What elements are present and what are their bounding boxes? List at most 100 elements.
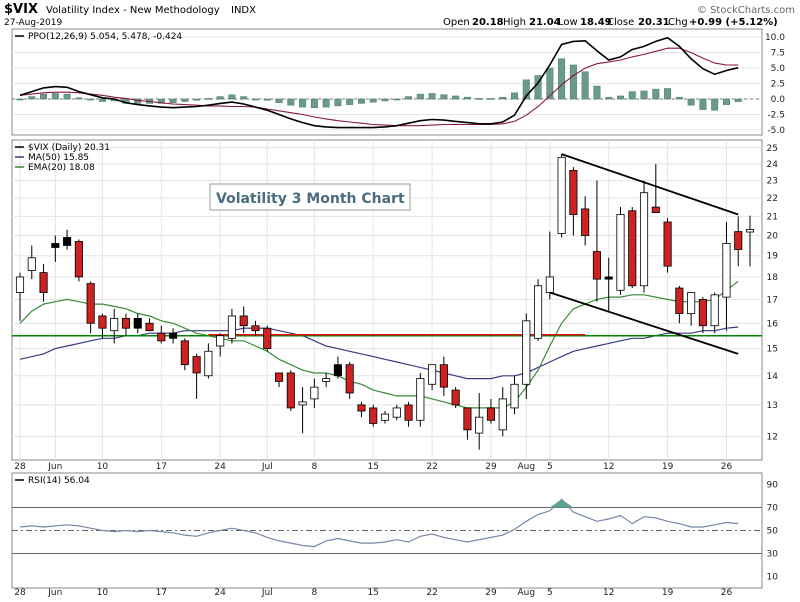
price-y-tick-label: 16 <box>767 319 779 329</box>
candle-body <box>63 237 72 246</box>
annotation-text: Volatility 3 Month Chart <box>216 191 405 207</box>
ppo-histogram-bar <box>322 98 330 108</box>
x-tick-label-bottom: 17 <box>156 588 167 598</box>
price-y-tick-label: 13 <box>767 401 778 411</box>
ppo-histogram-bar <box>28 96 36 100</box>
price-panel-frame <box>11 139 763 461</box>
rsi-line <box>19 498 739 548</box>
ppo-histogram-bar <box>675 96 683 100</box>
candlestick <box>569 167 578 236</box>
candlestick <box>310 378 319 408</box>
candle-body <box>110 317 119 332</box>
rsi-y-tick-label: 10 <box>767 573 779 583</box>
ppo-histogram-bar <box>346 98 354 105</box>
candlestick <box>98 313 107 339</box>
candle-body <box>263 327 272 350</box>
candle-body <box>569 170 578 215</box>
x-tick-label-bottom: 22 <box>426 588 437 598</box>
ppo-histogram-bar <box>440 94 448 100</box>
candle-body <box>581 208 590 236</box>
candle-body <box>486 407 496 421</box>
candlestick <box>557 154 566 238</box>
candle-body <box>286 372 295 409</box>
ppo-histogram-bar <box>628 91 636 100</box>
ppo-histogram-bar <box>216 96 224 100</box>
candle-body <box>534 285 543 339</box>
candle-body <box>74 241 83 278</box>
x-tick-label-bottom: 8 <box>311 588 317 598</box>
candle-body <box>369 407 378 424</box>
ppo-histogram-bar <box>581 71 589 100</box>
candle-body <box>121 317 131 329</box>
candlestick <box>145 318 154 332</box>
candle-body <box>298 401 307 406</box>
ppo-histogram-bar <box>40 93 48 100</box>
candle-body <box>451 389 460 406</box>
candle-body <box>439 364 448 388</box>
candlestick <box>274 372 284 388</box>
candle-body <box>592 251 601 280</box>
candlestick <box>333 356 342 379</box>
ppo-histogram-bar <box>722 98 730 105</box>
ema20-legend-text: EMA(20) 18.08 <box>28 163 95 173</box>
x-tick-label-bottom: 15 <box>367 588 378 598</box>
ppo-histogram-bar <box>511 92 519 100</box>
annotation-box <box>209 183 411 211</box>
candle-body <box>404 404 413 421</box>
candle-body <box>345 364 354 394</box>
chg-value: +0.99 (+5.12%) <box>689 17 778 28</box>
candle-body <box>498 398 507 431</box>
candlestick <box>675 285 684 324</box>
candlestick <box>463 407 472 440</box>
candlestick <box>734 216 743 267</box>
candle-body <box>27 257 36 271</box>
ema20-line <box>19 280 739 409</box>
candle-body <box>663 221 672 267</box>
price-y-tick-label: 14 <box>767 372 779 382</box>
candlestick <box>216 333 225 357</box>
candle-body <box>745 229 755 233</box>
price-y-tick-label: 23 <box>767 177 778 187</box>
x-tick-label-bottom: 28 <box>14 588 26 598</box>
candlestick <box>157 325 166 344</box>
candlestick <box>369 404 378 427</box>
x-tick-label: 8 <box>311 462 317 472</box>
candle-body <box>157 332 166 342</box>
close-label: Close <box>607 17 634 28</box>
x-tick-label-bottom: Jun <box>47 588 62 598</box>
candle-body <box>322 378 331 382</box>
ppo-histogram-bar <box>357 98 365 104</box>
chg-label: Chg <box>668 17 688 28</box>
price-legend: $VIX (Daily) 20.31 MA(50) 15.85 EMA(20) … <box>15 143 110 173</box>
ppo-histogram-bar <box>569 64 577 100</box>
candlestick <box>416 372 425 427</box>
price-y-tick-label: 24 <box>767 160 779 170</box>
close-value: 20.31 <box>638 17 670 28</box>
x-tick-label: 15 <box>367 462 378 472</box>
candlestick <box>74 239 83 282</box>
candle-body <box>522 320 531 385</box>
candle-body <box>169 332 178 339</box>
candle-body <box>392 407 401 418</box>
price-y-tick-label: 19 <box>767 252 779 262</box>
candlestick <box>604 257 613 312</box>
ppo-histogram-bar <box>157 98 165 104</box>
candlestick <box>639 180 649 293</box>
price-y-tick-label: 15 <box>767 345 778 355</box>
ppo-panel: 10.0 7.5 5.0 2.5 0.0 -2.5 -5.0 <box>12 33 785 136</box>
ppo-histogram-bar <box>98 98 106 102</box>
price-y-tick-label: 12 <box>767 432 778 442</box>
ppo-histogram-bar <box>640 90 648 100</box>
ppo-histogram-bar <box>134 98 142 104</box>
candlestick <box>169 328 178 344</box>
ppo-histogram-bar <box>193 98 201 101</box>
candlestick <box>63 229 72 250</box>
ppo-y-tick-label: 2.5 <box>771 80 785 90</box>
candlestick <box>698 297 707 334</box>
candle-body <box>251 325 260 332</box>
x-tick-label: 17 <box>156 462 167 472</box>
rsi-legend-text: RSI(14) 56.04 <box>28 476 90 486</box>
candle-body <box>204 350 213 377</box>
ppo-histogram-bar <box>463 96 471 100</box>
